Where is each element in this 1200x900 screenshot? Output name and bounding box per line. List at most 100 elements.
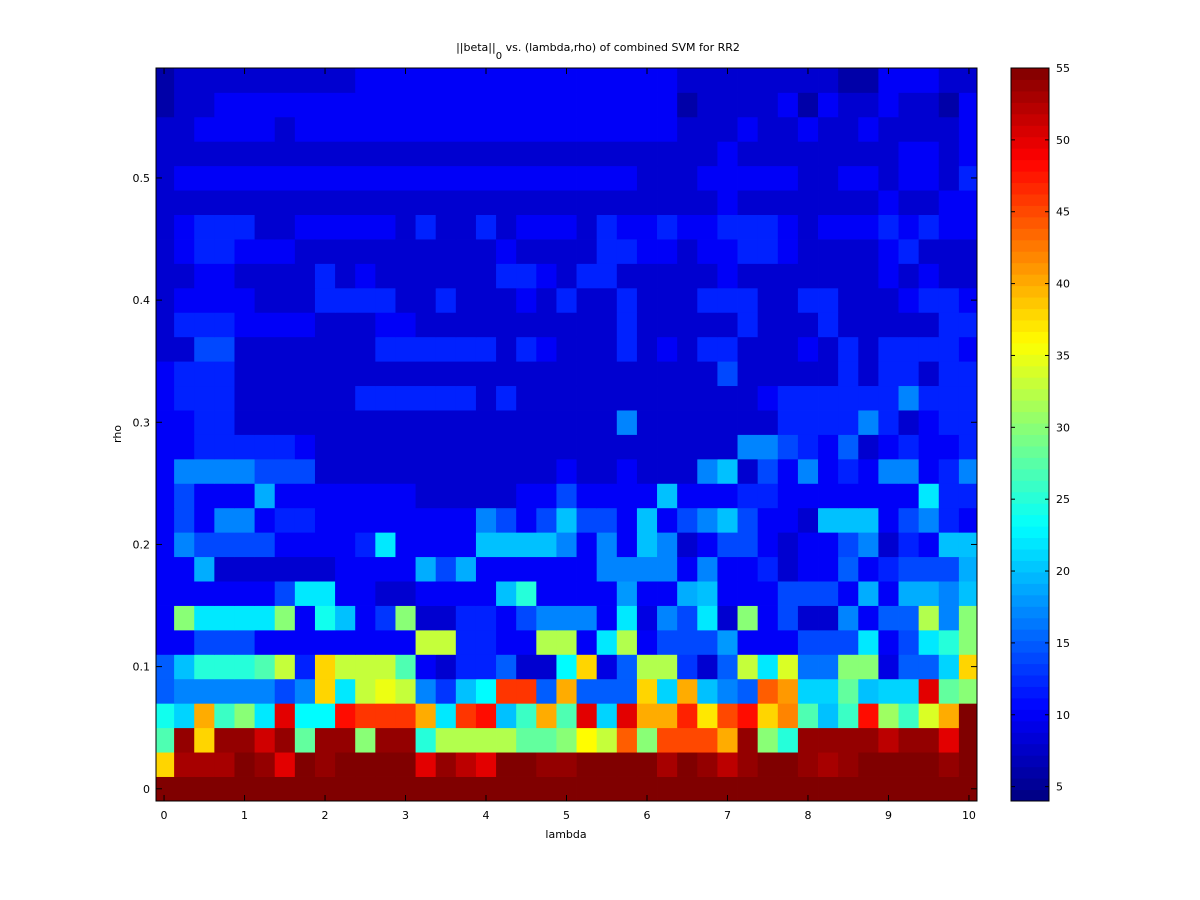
heatmap-cell (455, 287, 477, 313)
heatmap-cell (375, 458, 396, 484)
heatmap-cell (294, 287, 316, 313)
heatmap-cell (657, 287, 678, 313)
heatmap-cell (174, 507, 195, 533)
colorbar-tick-label: 25 (1056, 493, 1070, 506)
heatmap-cell (156, 68, 175, 93)
heatmap-cell (616, 629, 638, 655)
heatmap-cell (596, 190, 618, 215)
heatmap-cell (556, 68, 577, 93)
heatmap-cell (496, 287, 517, 313)
heatmap-cell (475, 68, 497, 93)
heatmap-cell (838, 727, 859, 753)
heatmap-cell (958, 727, 978, 753)
heatmap-cell (194, 458, 215, 484)
heatmap-cell (375, 68, 396, 93)
heatmap-cell (294, 239, 316, 264)
heatmap-cell (818, 92, 839, 118)
heatmap-cell (156, 458, 175, 484)
heatmap-cell (858, 678, 879, 704)
heatmap-cell (797, 507, 819, 533)
heatmap-cell (757, 654, 779, 680)
heatmap-cell (314, 654, 336, 680)
heatmap-cell (254, 385, 276, 411)
colorbar-tick-label: 5 (1056, 781, 1063, 794)
title-main: ||beta|| (456, 41, 496, 54)
heatmap-cell (838, 263, 859, 289)
heatmap-cell (536, 605, 557, 631)
colorbar-segment (1011, 480, 1049, 493)
heatmap-cell (254, 263, 276, 289)
colorbar-segment (1011, 171, 1049, 184)
heatmap-cell (156, 239, 175, 264)
heatmap-cell (596, 361, 618, 387)
heatmap-cell (697, 703, 718, 729)
heatmap-cell (335, 410, 356, 435)
heatmap-cell (395, 385, 416, 411)
colorbar-segment (1011, 148, 1049, 161)
heatmap-cell (576, 434, 598, 460)
colorbar-segment (1011, 606, 1049, 619)
heatmap-cell (415, 654, 437, 680)
heatmap-cell (858, 336, 879, 362)
heatmap-cell (496, 116, 517, 142)
heatmap-cell (516, 263, 537, 289)
heatmap-cell (878, 190, 899, 215)
heatmap-cell (657, 458, 678, 484)
heatmap-cell (294, 141, 316, 167)
heatmap-cell (254, 703, 276, 729)
heatmap-cell (677, 483, 698, 509)
heatmap-cell (294, 629, 316, 655)
heatmap-cell (415, 239, 437, 264)
heatmap-cell (677, 190, 698, 215)
heatmap-cell (576, 214, 598, 240)
heatmap-cell (616, 483, 638, 509)
heatmap-cell (556, 678, 577, 704)
heatmap-cell (576, 458, 598, 484)
heatmap-cell (717, 581, 738, 606)
heatmap-cell (918, 263, 940, 289)
heatmap-cell (777, 776, 799, 802)
heatmap-cell (878, 336, 899, 362)
heatmap-cell (556, 287, 577, 313)
heatmap-cell (496, 776, 517, 802)
heatmap-cell (395, 312, 416, 338)
heatmap-cell (375, 654, 396, 680)
colorbar-ticks: 5 10 15 20 25 30 35 40 45 50 55 (1011, 62, 1070, 794)
heatmap-cell (636, 239, 658, 264)
heatmap-cell (194, 532, 215, 558)
heatmap-cell (395, 287, 416, 313)
heatmap-cell (314, 483, 336, 509)
heatmap-cell (576, 312, 598, 338)
heatmap-cell (958, 68, 978, 93)
heatmap-cell (335, 532, 356, 558)
heatmap-cell (516, 385, 537, 411)
heatmap-cell (858, 141, 879, 167)
heatmap-cell (475, 239, 497, 264)
heatmap-cell (878, 214, 899, 240)
heatmap-cell (898, 165, 920, 191)
heatmap-cell (415, 581, 437, 606)
heatmap-cell (274, 214, 296, 240)
heatmap-cell (214, 214, 235, 240)
heatmap-cell (898, 263, 920, 289)
heatmap-cell (274, 68, 296, 93)
heatmap-cell (516, 727, 537, 753)
heatmap-cell (697, 336, 718, 362)
heatmap-cell (838, 239, 859, 264)
heatmap-cell (435, 287, 457, 313)
heatmap-cell (455, 703, 477, 729)
heatmap-cell (898, 434, 920, 460)
heatmap-cell (878, 92, 899, 118)
heatmap-cell (797, 263, 819, 289)
heatmap-cell (898, 458, 920, 484)
heatmap-cell (194, 654, 215, 680)
heatmap-cell (938, 312, 960, 338)
heatmap-cell (355, 507, 376, 533)
heatmap-cell (455, 434, 477, 460)
heatmap-cell (294, 434, 316, 460)
heatmap-cell (697, 678, 718, 704)
heatmap-cell (737, 458, 759, 484)
heatmap-cell (496, 703, 517, 729)
heatmap-cell (194, 483, 215, 509)
heatmap-cell (697, 605, 718, 631)
